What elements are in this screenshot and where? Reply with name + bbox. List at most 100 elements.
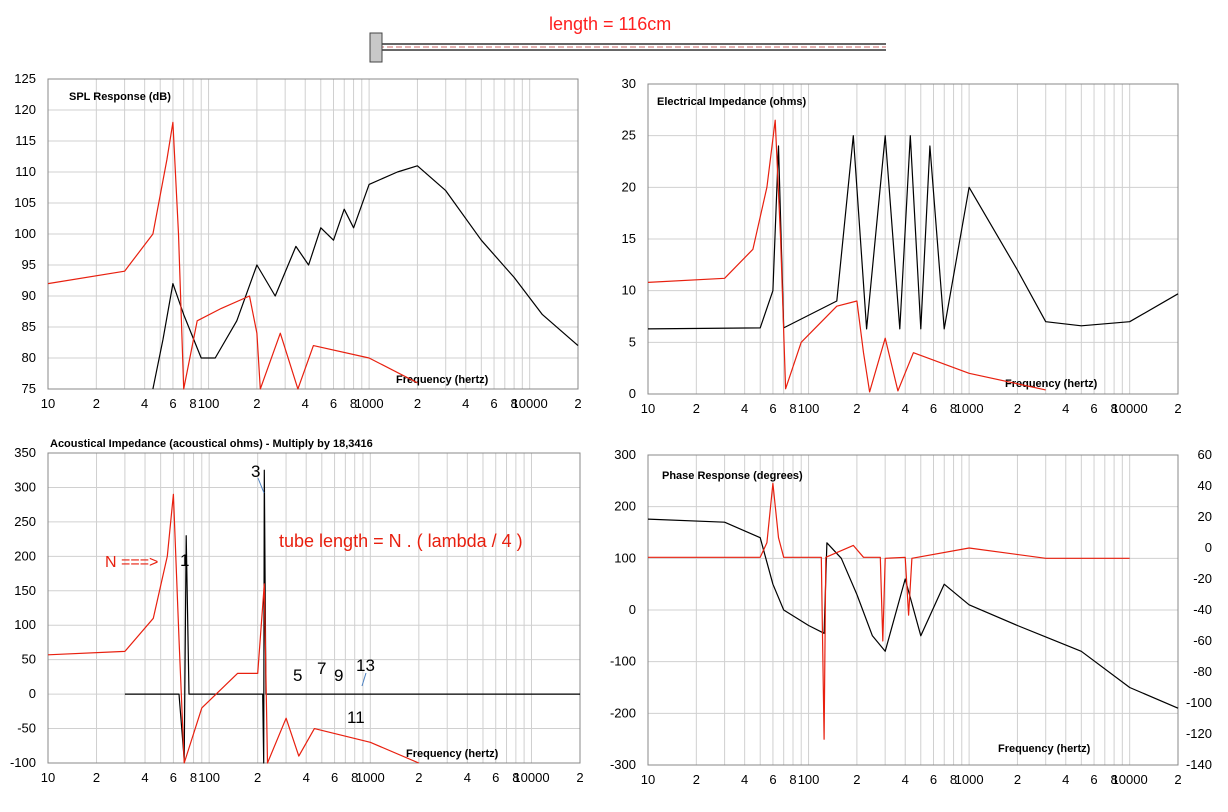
x-tick-label: 8 — [351, 770, 358, 785]
y2-tick-label: -80 — [1193, 664, 1212, 679]
n-arrow-annotation: N ===> — [105, 554, 158, 571]
chart-title: Phase Response (degrees) — [662, 470, 803, 482]
y-tick-label: -50 — [17, 721, 36, 736]
x-tick-label: 2 — [1014, 772, 1021, 787]
x-tick-label: 8 — [789, 772, 796, 787]
y-tick-label: 85 — [22, 319, 36, 334]
y2-tick-label: -20 — [1193, 571, 1212, 586]
y-tick-label: 0 — [629, 386, 636, 401]
x-tick-label: 6 — [331, 770, 338, 785]
y-tick-label: 0 — [29, 686, 36, 701]
y2-tick-label: 60 — [1198, 447, 1212, 462]
x-tick-label: 6 — [490, 396, 497, 411]
x-tick-label: 6 — [169, 396, 176, 411]
y-tick-label: 0 — [629, 602, 636, 617]
chart-title: Acoustical Impedance (acoustical ohms) -… — [50, 438, 373, 450]
y-tick-label: 250 — [14, 514, 36, 529]
harmonic-label: 9 — [334, 666, 343, 685]
slider-thumb[interactable] — [369, 32, 383, 63]
harmonic-label: 13 — [356, 656, 375, 675]
x-tick-label: 1000 — [955, 401, 984, 416]
x-tick-label: 10 — [41, 396, 55, 411]
y-tick-label: 30 — [622, 76, 636, 91]
series-line-black — [647, 518, 1179, 709]
y2-tick-label: -100 — [1186, 695, 1212, 710]
x-tick-label: 4 — [141, 770, 148, 785]
x-tick-label: 2 — [853, 401, 860, 416]
x-tick-label: 8 — [1110, 772, 1117, 787]
x-tick-label: 8 — [950, 401, 957, 416]
plot-frame — [647, 454, 1179, 766]
y-tick-label: 5 — [629, 334, 636, 349]
x-tick-label: 1000 — [955, 772, 984, 787]
y-tick-label: -100 — [10, 755, 36, 770]
x-tick-label: 2 — [576, 770, 583, 785]
pointer-line — [257, 477, 265, 494]
x-tick-label: 6 — [1090, 401, 1097, 416]
x-tick-label: 100 — [798, 401, 820, 416]
x-tick-label: 6 — [930, 772, 937, 787]
x-tick-label: 4 — [141, 396, 148, 411]
plot-frame — [647, 83, 1179, 395]
harmonic-label: 1 — [180, 551, 189, 570]
x-tick-label: 10000 — [1112, 772, 1148, 787]
harmonic-label: 11 — [347, 708, 365, 727]
x-tick-label: 4 — [303, 770, 310, 785]
series-line-red — [47, 493, 420, 764]
x-tick-label: 2 — [1174, 772, 1181, 787]
y-tick-label: -100 — [610, 654, 636, 669]
y2-tick-label: 0 — [1205, 540, 1212, 555]
y-tick-label: 115 — [15, 133, 36, 148]
y2-tick-label: -60 — [1193, 633, 1212, 648]
y-tick-label: 300 — [614, 447, 636, 462]
plot-frame — [47, 452, 581, 764]
y2-tick-label: -140 — [1186, 757, 1212, 772]
x-tick-label: 6 — [330, 396, 337, 411]
y-tick-label: 200 — [14, 548, 36, 563]
x-tick-label: 2 — [93, 396, 100, 411]
y-tick-label: -200 — [610, 705, 636, 720]
x-tick-label: 2 — [1174, 401, 1181, 416]
series-line-black — [152, 165, 579, 390]
y-tick-label: 10 — [622, 283, 636, 298]
y-tick-label: 350 — [14, 445, 36, 460]
y-tick-label: 150 — [14, 583, 36, 598]
y-tick-label: 20 — [622, 179, 636, 194]
length-label: length = 116cm — [549, 14, 672, 34]
y2-tick-label: -40 — [1193, 602, 1212, 617]
y-tick-label: 100 — [614, 550, 636, 565]
harmonic-label: 3 — [251, 462, 260, 481]
length-slider[interactable] — [369, 32, 886, 63]
x-tick-label: 8 — [190, 770, 197, 785]
x-tick-label: 8 — [350, 396, 357, 411]
x-tick-label: 6 — [1090, 772, 1097, 787]
y-tick-label: 90 — [22, 288, 36, 303]
y-tick-label: 120 — [14, 102, 36, 117]
y-tick-label: 105 — [14, 195, 36, 210]
x-tick-label: 8 — [950, 772, 957, 787]
y2-tick-label: 40 — [1198, 478, 1212, 493]
y-tick-label: 100 — [14, 617, 36, 632]
x-tick-label: 2 — [415, 770, 422, 785]
chart-title: Electrical Impedance (ohms) — [657, 96, 806, 108]
y2-tick-label: 20 — [1198, 509, 1212, 524]
y-tick-label: -300 — [610, 757, 636, 772]
x-tick-label: 6 — [930, 401, 937, 416]
x-tick-label: 8 — [512, 770, 519, 785]
x-tick-label: 2 — [253, 396, 260, 411]
x-tick-label: 2 — [93, 770, 100, 785]
pointer-line — [361, 672, 367, 687]
x-axis-label: Frequency (hertz) — [396, 374, 489, 386]
x-tick-label: 2 — [574, 396, 581, 411]
x-tick-label: 2 — [693, 401, 700, 416]
y-tick-label: 25 — [622, 128, 636, 143]
series-line-black — [647, 135, 1179, 330]
x-tick-label: 10 — [641, 401, 655, 416]
y-tick-label: 95 — [22, 257, 36, 272]
x-tick-label: 100 — [798, 772, 820, 787]
x-tick-label: 10 — [641, 772, 655, 787]
